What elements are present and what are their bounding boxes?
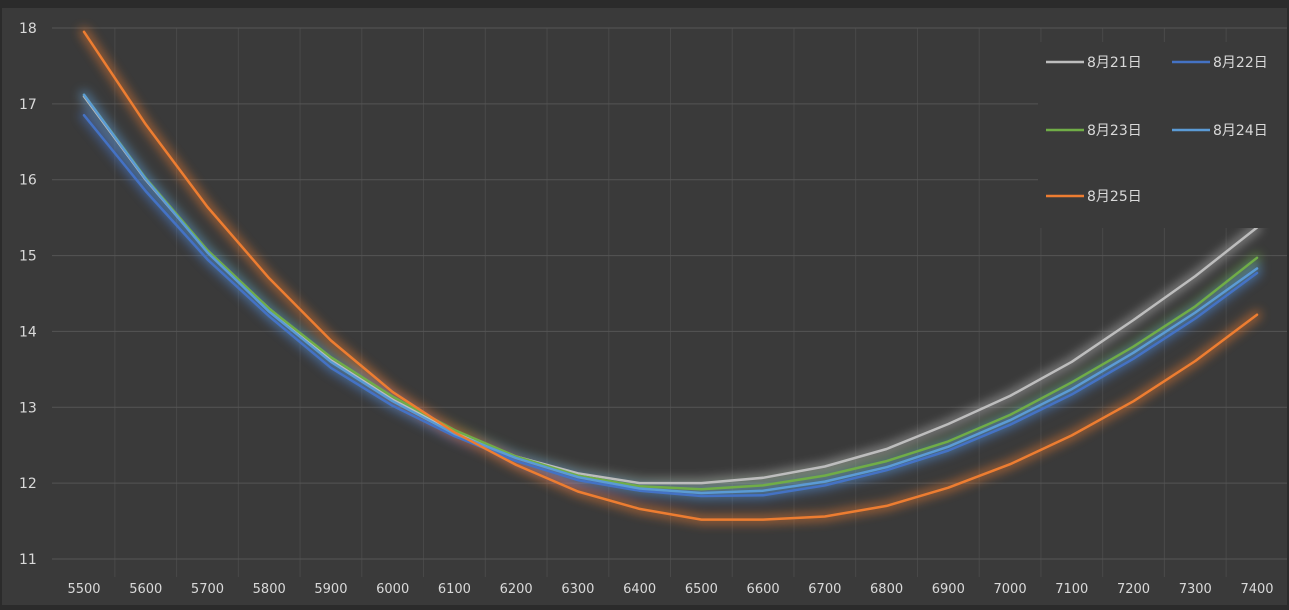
x-tick-label: 5900 — [314, 582, 347, 597]
x-axis: 5500 5600 5700 5800 5900 6000 6100 6200 6300 6400… — [67, 582, 1273, 597]
x-tick-label: 7300 — [1179, 582, 1212, 597]
x-tick-label: 6700 — [808, 582, 841, 597]
legend-label: 8月21日 — [1087, 55, 1142, 71]
y-tick-label: 17 — [19, 97, 37, 113]
y-tick-label: 15 — [19, 249, 37, 265]
legend-item: 8月21日 — [1046, 55, 1142, 71]
x-tick-label: 6000 — [376, 582, 409, 597]
y-tick-label: 12 — [19, 476, 37, 492]
x-tick-label: 5700 — [191, 582, 224, 597]
x-tick-label: 6100 — [438, 582, 471, 597]
y-axis: 11 12 13 14 15 16 17 18 — [19, 21, 37, 568]
series-line-2 — [82, 113, 1259, 498]
legend-item: 8月23日 — [1046, 123, 1142, 139]
legend-label: 8月23日 — [1087, 123, 1142, 139]
x-tick-label: 6900 — [932, 582, 965, 597]
y-tick-label: 18 — [19, 21, 37, 37]
x-tick-label: 7000 — [994, 582, 1027, 597]
x-tick-label: 6200 — [500, 582, 533, 597]
x-tick-label: 7400 — [1240, 582, 1273, 597]
x-tick-label: 7100 — [1055, 582, 1088, 597]
legend-item: 8月24日 — [1172, 123, 1268, 139]
y-tick-label: 16 — [19, 173, 37, 189]
series-lines — [82, 30, 1259, 521]
x-tick-label: 6500 — [685, 582, 718, 597]
x-tick-label: 7200 — [1117, 582, 1150, 597]
series-line-5 — [82, 30, 1259, 521]
series-line-4 — [82, 93, 1259, 495]
x-tick-label: 5800 — [253, 582, 286, 597]
y-tick-label: 11 — [19, 552, 37, 568]
x-tick-label: 6300 — [561, 582, 594, 597]
x-tick-label: 5600 — [129, 582, 162, 597]
x-tick-label: 6800 — [870, 582, 903, 597]
legend-item: 8月22日 — [1172, 55, 1268, 71]
y-tick-label: 13 — [19, 400, 37, 416]
x-tick-label: 5500 — [67, 582, 100, 597]
x-tick-label: 6600 — [747, 582, 780, 597]
x-tick-label: 6400 — [623, 582, 656, 597]
series-line-3 — [82, 93, 1259, 491]
legend-label: 8月22日 — [1213, 55, 1268, 71]
legend-item: 8月25日 — [1046, 189, 1142, 205]
legend-label: 8月25日 — [1087, 189, 1142, 205]
y-tick-label: 14 — [19, 324, 37, 340]
legend-label: 8月24日 — [1213, 123, 1268, 139]
legend: 8月21日 8月22日 8月23日 8月24日 8月25日 — [1038, 42, 1287, 228]
